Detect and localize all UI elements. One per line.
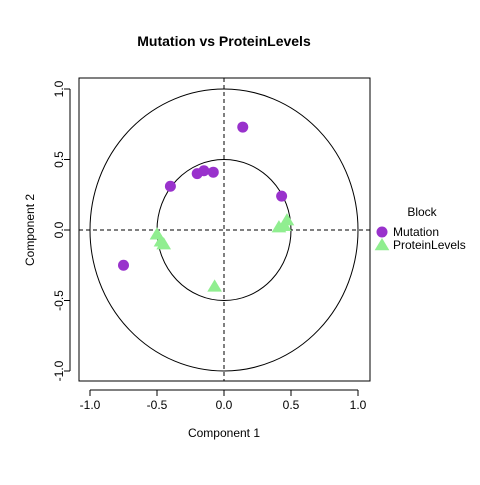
reference-lines	[79, 78, 370, 381]
legend-label-mutation: Mutation	[393, 225, 439, 239]
x-tick-label: 0.5	[283, 398, 300, 412]
legend-marker-mutation	[376, 226, 388, 238]
data-points	[118, 121, 295, 292]
x-tick-label: -0.5	[147, 398, 168, 412]
point-mutation	[276, 190, 288, 202]
x-tick-label: -1.0	[80, 398, 101, 412]
point-mutation	[198, 165, 210, 177]
y-axis: -1.0 -0.5 0.0 0.5 1.0	[52, 80, 71, 381]
y-tick-label: -0.5	[52, 290, 66, 311]
y-axis-label: Component 2	[23, 194, 37, 266]
point-proteinlevels	[207, 279, 222, 292]
legend-label-proteinlevels: ProteinLevels	[393, 238, 466, 252]
x-axis-label: Component 1	[188, 426, 260, 440]
chart-title: Mutation vs ProteinLevels	[137, 33, 311, 49]
x-tick-label: 0.0	[216, 398, 233, 412]
point-proteinlevels	[279, 213, 295, 226]
y-tick-label: 1.0	[52, 80, 66, 97]
legend-marker-proteinlevels	[374, 238, 390, 251]
point-mutation	[237, 121, 249, 133]
y-tick-label: 0.5	[52, 151, 66, 168]
point-proteinlevels	[156, 237, 172, 250]
point-mutation	[207, 166, 219, 178]
legend-title: Block	[407, 205, 437, 219]
x-tick-label: 1.0	[350, 398, 367, 412]
y-tick-label: 0.0	[52, 221, 66, 238]
point-mutation	[118, 259, 129, 271]
point-mutation	[164, 180, 176, 192]
x-axis: -1.0 -0.5 0.0 0.5 1.0	[80, 389, 367, 412]
y-tick-label: -1.0	[52, 360, 66, 381]
